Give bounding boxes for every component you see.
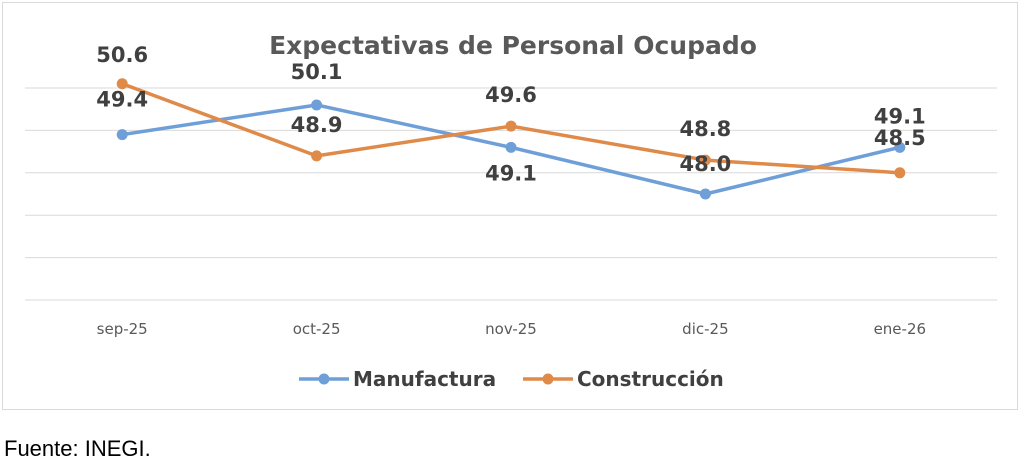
data-point [311,99,323,111]
x-tick-label: sep-25 [97,320,148,338]
data-labels: 49.4 50.1 49.1 48.0 49.1 50.6 48.9 49.6 48.8 48.5 [96,43,925,186]
data-point [505,120,517,132]
data-label: 48.9 [291,113,343,137]
data-label: 49.1 [874,104,926,128]
x-tick-label: oct-25 [293,320,341,338]
data-point [505,141,517,153]
legend-entry: Manufactura [353,367,496,391]
legend-entry: Construcción [577,367,724,391]
data-label: 48.8 [679,117,731,141]
line-chart: Expectativas de Personal Ocupado sep-25 o… [25,31,997,391]
x-axis-ticks: sep-25 oct-25 nov-25 dic-25 ene-26 [97,320,926,338]
data-point [894,141,906,153]
data-label: 50.6 [96,43,148,67]
data-point [311,150,323,162]
source-note: Fuente: INEGI. [4,436,151,461]
x-tick-label: dic-25 [682,320,728,338]
x-tick-label: ene-26 [874,320,926,338]
chart-title: Expectativas de Personal Ocupado [269,31,757,60]
data-label: 50.1 [291,60,343,84]
data-point [699,154,711,166]
data-label: 49.4 [96,88,148,112]
data-point [699,188,711,200]
data-point [116,78,128,90]
data-point [894,167,906,179]
legend: Manufactura Construcción [299,367,724,391]
data-label: 49.1 [485,161,537,185]
data-label: 48.0 [679,152,731,176]
legend-swatch-marker [542,373,554,385]
x-tick-label: nov-25 [485,320,537,338]
data-point [116,129,128,141]
gridlines [25,87,997,301]
series-lines [116,78,906,200]
data-label: 49.6 [485,83,537,107]
data-label: 48.5 [874,126,926,150]
legend-swatch-marker [318,373,330,385]
chart-frame: Expectativas de Personal Ocupado sep-25 o… [2,2,1018,410]
